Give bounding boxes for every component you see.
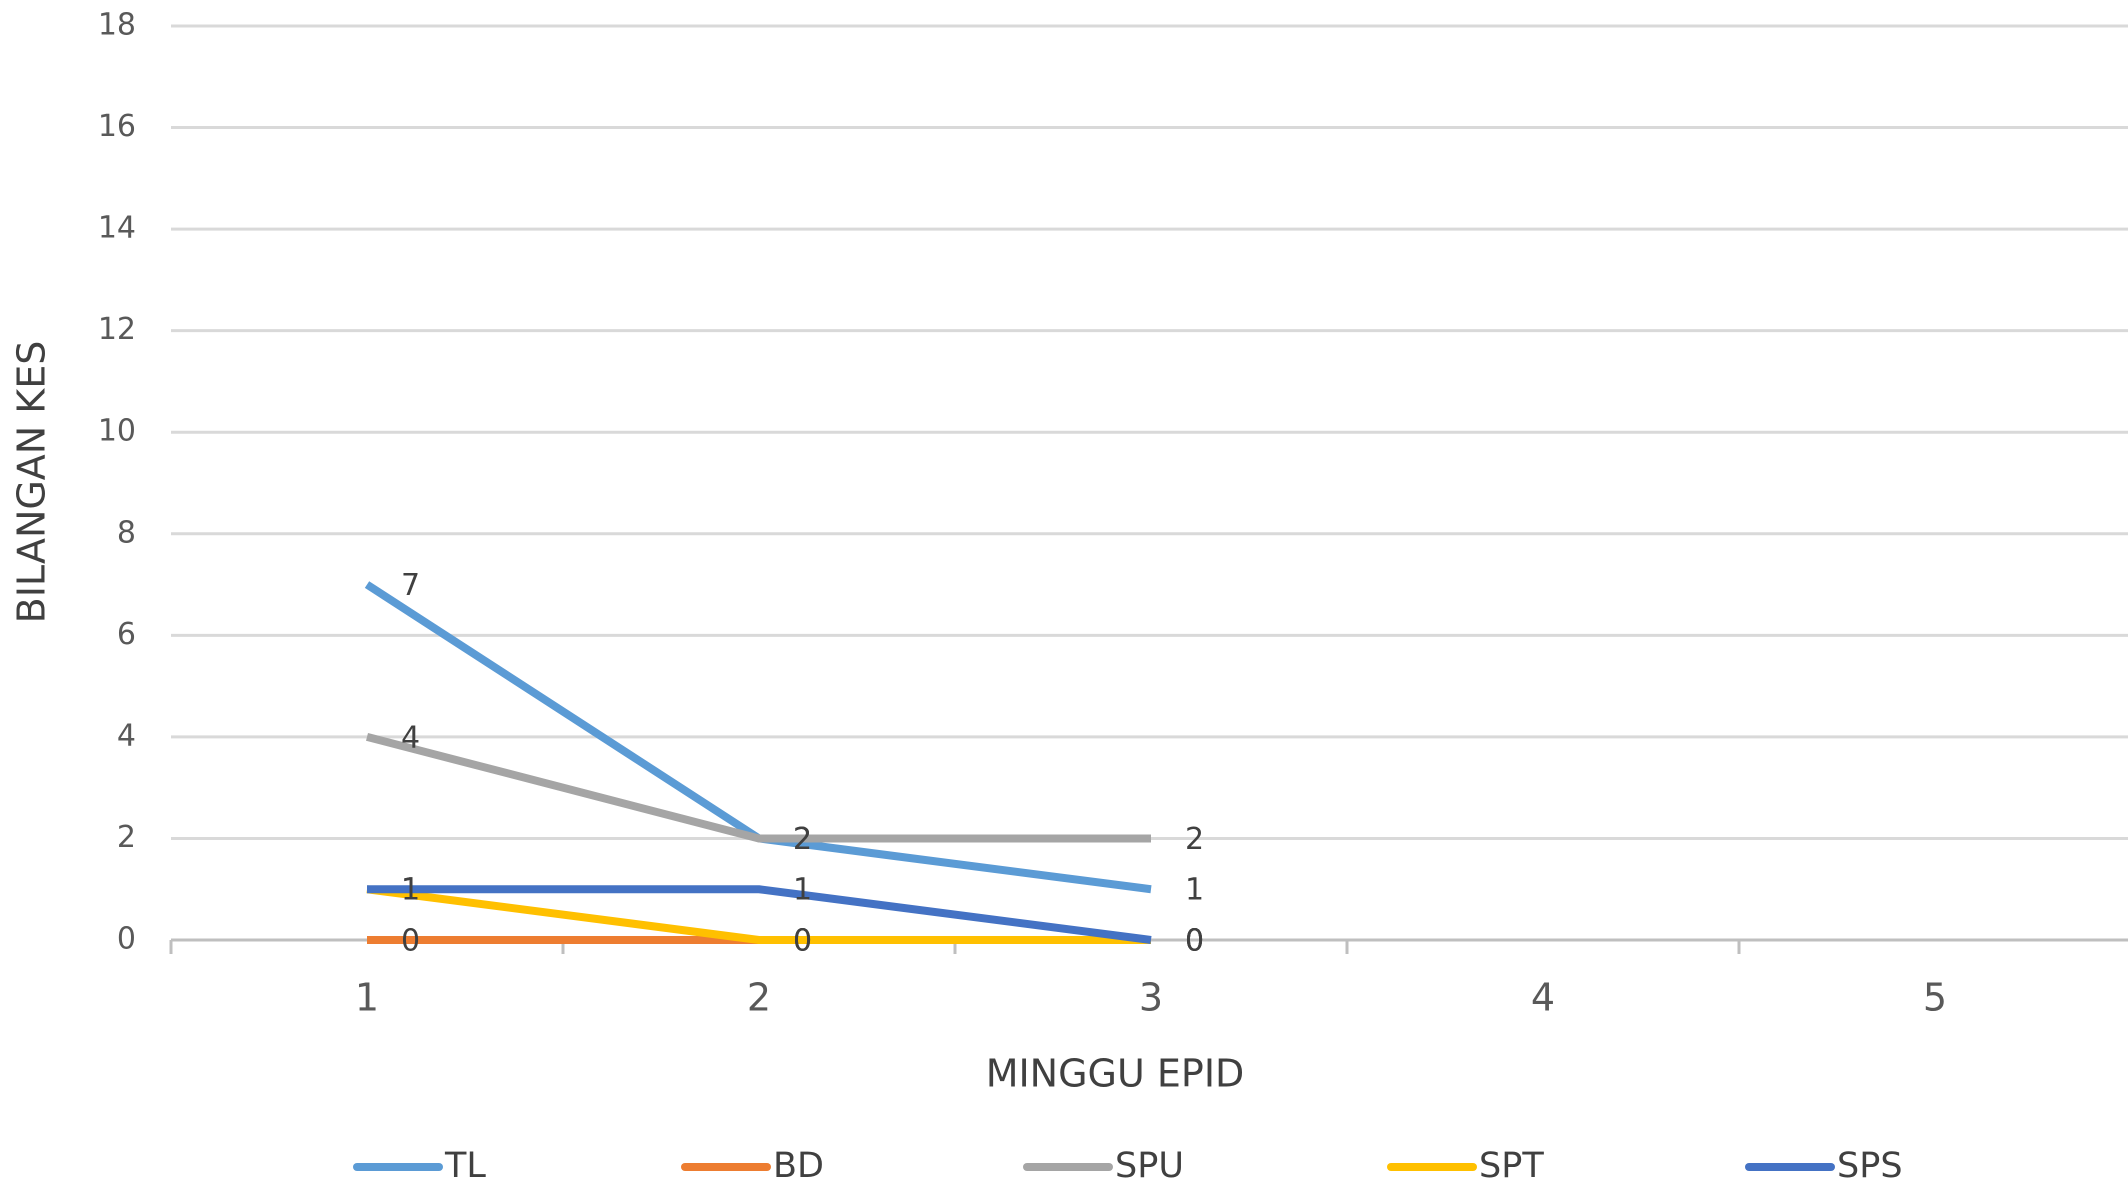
data-label: 2	[1185, 822, 1204, 857]
x-tick-label: 3	[1139, 976, 1163, 1020]
y-tick-label: 2	[117, 820, 136, 855]
series-line	[366, 885, 1151, 944]
x-tick-label: 5	[1923, 976, 1947, 1020]
x-tick-label: 1	[355, 976, 379, 1020]
data-label: 4	[401, 720, 420, 755]
data-label: 0	[793, 924, 812, 959]
data-label: 0	[401, 924, 420, 959]
y-tick-label: 12	[98, 312, 136, 347]
data-label: 2	[793, 822, 812, 857]
y-tick-label: 8	[117, 515, 136, 550]
y-tick-label: 16	[98, 109, 136, 144]
legend-label: SPS	[1837, 1146, 1903, 1186]
series-line	[367, 885, 1152, 944]
data-label: 1	[1185, 873, 1204, 908]
data-label: 7	[401, 568, 420, 603]
y-axis-title: BILANGAN KES	[10, 341, 54, 624]
legend-label: BD	[773, 1146, 824, 1186]
y-tick-label: 0	[117, 922, 136, 957]
data-label: 0	[793, 924, 812, 959]
data-label: 2	[793, 822, 812, 857]
y-tick-label: 4	[117, 718, 136, 753]
data-label: 1	[401, 873, 420, 908]
data-label: 0	[1185, 924, 1204, 959]
legend-label: TL	[444, 1146, 486, 1186]
y-tick-label: 18	[98, 8, 136, 43]
y-tick-label: 10	[98, 414, 136, 449]
x-tick-label: 4	[1531, 976, 1555, 1020]
y-tick-label: 14	[98, 211, 136, 246]
x-tick-label: 2	[747, 976, 771, 1020]
y-tick-label: 6	[117, 617, 136, 652]
data-label: 0	[1185, 924, 1204, 959]
x-axis-title: MINGGU EPID	[986, 1052, 1245, 1096]
data-label: 1	[401, 873, 420, 908]
data-label: 0	[1185, 924, 1204, 959]
legend-label: SPU	[1115, 1146, 1184, 1186]
legend-label: SPT	[1479, 1146, 1544, 1186]
series-line	[365, 733, 1151, 843]
data-label: 1	[793, 873, 812, 908]
